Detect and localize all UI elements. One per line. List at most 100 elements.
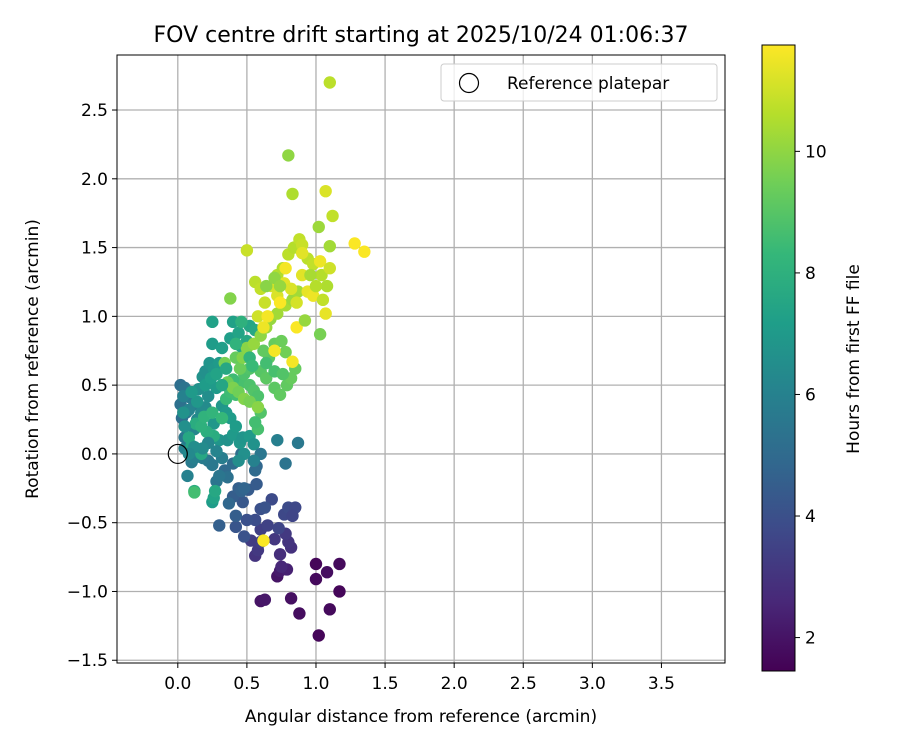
- data-point: [271, 307, 284, 320]
- data-point: [279, 457, 292, 470]
- data-point: [273, 296, 287, 309]
- data-point: [258, 296, 272, 309]
- colorbar-label: Hours from first FF file: [844, 264, 864, 454]
- data-point: [251, 400, 265, 414]
- data-point: [273, 548, 287, 561]
- data-point: [182, 447, 196, 461]
- data-point: [298, 314, 312, 327]
- x-tick-label: 0.0: [164, 674, 191, 694]
- data-point: [323, 76, 336, 89]
- x-tick-label: 2.0: [441, 674, 468, 694]
- data-point: [178, 420, 191, 433]
- colorbar-tick-label: 8: [805, 264, 816, 284]
- plot-area-frame: [116, 54, 726, 664]
- y-tick-label: 2.0: [81, 170, 108, 190]
- data-point: [282, 149, 295, 162]
- legend-entry-label: Reference platepar: [507, 74, 669, 94]
- data-point: [190, 395, 204, 408]
- data-point: [236, 495, 249, 509]
- y-tick-label: 2.5: [81, 101, 108, 121]
- data-point: [312, 629, 325, 642]
- data-point: [268, 344, 281, 357]
- data-point: [246, 359, 259, 373]
- colorbar: 2 4 6 8 10 Hours from first FF file: [761, 44, 864, 672]
- data-point: [290, 321, 303, 334]
- x-tick-label: 1.5: [372, 674, 399, 694]
- data-point: [210, 444, 223, 458]
- y-tick-label: 1.0: [81, 307, 108, 327]
- data-point: [247, 438, 260, 451]
- x-tick-label: 0.5: [233, 674, 260, 694]
- data-point: [250, 477, 263, 491]
- y-tick-label: −1.5: [67, 651, 108, 671]
- data-point: [260, 356, 273, 370]
- data-point: [316, 293, 330, 307]
- data-point: [229, 420, 243, 433]
- colorbar-tick-label: 6: [805, 385, 816, 405]
- data-point: [251, 310, 265, 323]
- data-point: [323, 240, 336, 253]
- data-point: [309, 279, 323, 293]
- data-point: [293, 607, 306, 620]
- x-axis-ticks: 0.0 0.5 1.0 1.5 2.0 2.5 3.0 3.5: [164, 663, 675, 694]
- data-point: [273, 279, 287, 293]
- data-point: [261, 519, 274, 532]
- data-point: [222, 497, 236, 510]
- data-point: [268, 532, 281, 546]
- data-point: [240, 513, 254, 527]
- y-tick-label: 0.5: [81, 376, 108, 396]
- data-point: [181, 469, 194, 483]
- y-tick-label: −1.0: [67, 582, 108, 602]
- data-point: [271, 433, 284, 447]
- data-point: [284, 592, 298, 605]
- colorbar-gradient: [761, 44, 796, 672]
- data-point: [275, 334, 288, 348]
- data-point: [257, 344, 270, 357]
- data-point: [273, 388, 287, 401]
- data-point: [257, 321, 270, 334]
- data-point: [229, 509, 243, 523]
- data-point: [312, 220, 325, 234]
- y-tick-label: 1.5: [81, 239, 108, 259]
- data-point: [261, 310, 274, 323]
- data-point: [275, 560, 288, 573]
- data-point: [304, 268, 317, 282]
- legend-marker-circle-icon: [458, 72, 480, 94]
- data-point: [232, 454, 245, 467]
- y-tick-label: −0.5: [67, 514, 108, 534]
- data-point: [260, 279, 273, 293]
- data-point: [323, 603, 336, 616]
- data-point: [206, 337, 219, 351]
- legend: Reference platepar: [440, 63, 718, 102]
- x-axis-label: Angular distance from reference (arcmin): [245, 707, 597, 727]
- colorbar-tick-label: 10: [805, 142, 827, 162]
- data-point: [309, 557, 323, 571]
- data-point: [215, 411, 229, 425]
- chart-title: FOV centre drift starting at 2025/10/24 …: [154, 23, 689, 48]
- reference-platepar-marker: [167, 443, 188, 465]
- data-point: [206, 406, 219, 419]
- data-points: [167, 76, 371, 642]
- data-point: [247, 337, 260, 351]
- data-point: [206, 315, 219, 329]
- data-point: [323, 262, 336, 275]
- x-tick-label: 3.5: [648, 674, 675, 694]
- y-tick-label: 0.0: [81, 445, 108, 465]
- data-point: [333, 585, 346, 598]
- data-point: [258, 501, 272, 514]
- data-point: [313, 328, 327, 341]
- data-point: [286, 187, 299, 201]
- x-tick-label: 2.5: [510, 674, 537, 694]
- data-point: [320, 279, 334, 293]
- data-point: [286, 509, 299, 523]
- data-point: [232, 326, 245, 340]
- data-point: [188, 486, 201, 499]
- data-point: [307, 289, 320, 302]
- colorbar-tick-label: 2: [805, 629, 816, 649]
- data-point: [213, 469, 226, 483]
- data-point: [333, 557, 346, 571]
- data-point: [224, 292, 237, 305]
- colorbar-tick-label: 4: [805, 507, 816, 527]
- data-point: [276, 367, 290, 381]
